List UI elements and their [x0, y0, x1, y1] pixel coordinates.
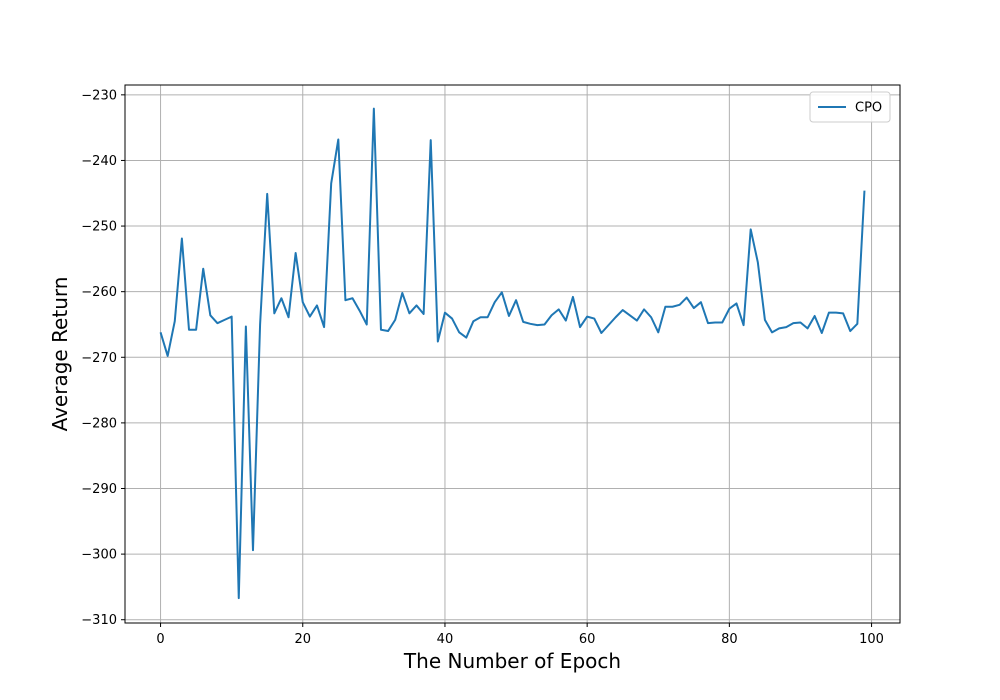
grid: [125, 85, 900, 623]
y-tick-label: −280: [81, 416, 117, 431]
x-tick-label: 40: [437, 632, 454, 647]
x-tick-label: 80: [721, 632, 738, 647]
y-tick-label: −310: [81, 613, 117, 628]
x-axis-title: The Number of Epoch: [403, 649, 621, 673]
y-tick-label: −300: [81, 548, 117, 563]
y-axis-title: Average Return: [48, 277, 72, 432]
y-tick-label: −240: [81, 154, 117, 169]
y-tick-label: −260: [81, 285, 117, 300]
y-tick-label: −270: [81, 351, 117, 366]
y-tick-label: −230: [81, 88, 117, 103]
y-tick-label: −290: [81, 482, 117, 497]
legend: CPO: [809, 91, 891, 123]
x-tick-label: 0: [156, 632, 164, 647]
series-layer: [159, 107, 866, 600]
x-tick-label: 20: [294, 632, 311, 647]
ticks: 0 20 40 60 80 100 −230 −240 −250 −260 −270 −280 −290…: [81, 88, 884, 647]
legend-label: CPO: [855, 101, 882, 116]
x-tick-label: 100: [859, 632, 884, 647]
series-line-cpo: [159, 107, 866, 600]
x-tick-label: 60: [579, 632, 596, 647]
plot-frame: [124, 84, 901, 624]
y-tick-label: −250: [81, 220, 117, 235]
legend-box: [809, 91, 891, 123]
